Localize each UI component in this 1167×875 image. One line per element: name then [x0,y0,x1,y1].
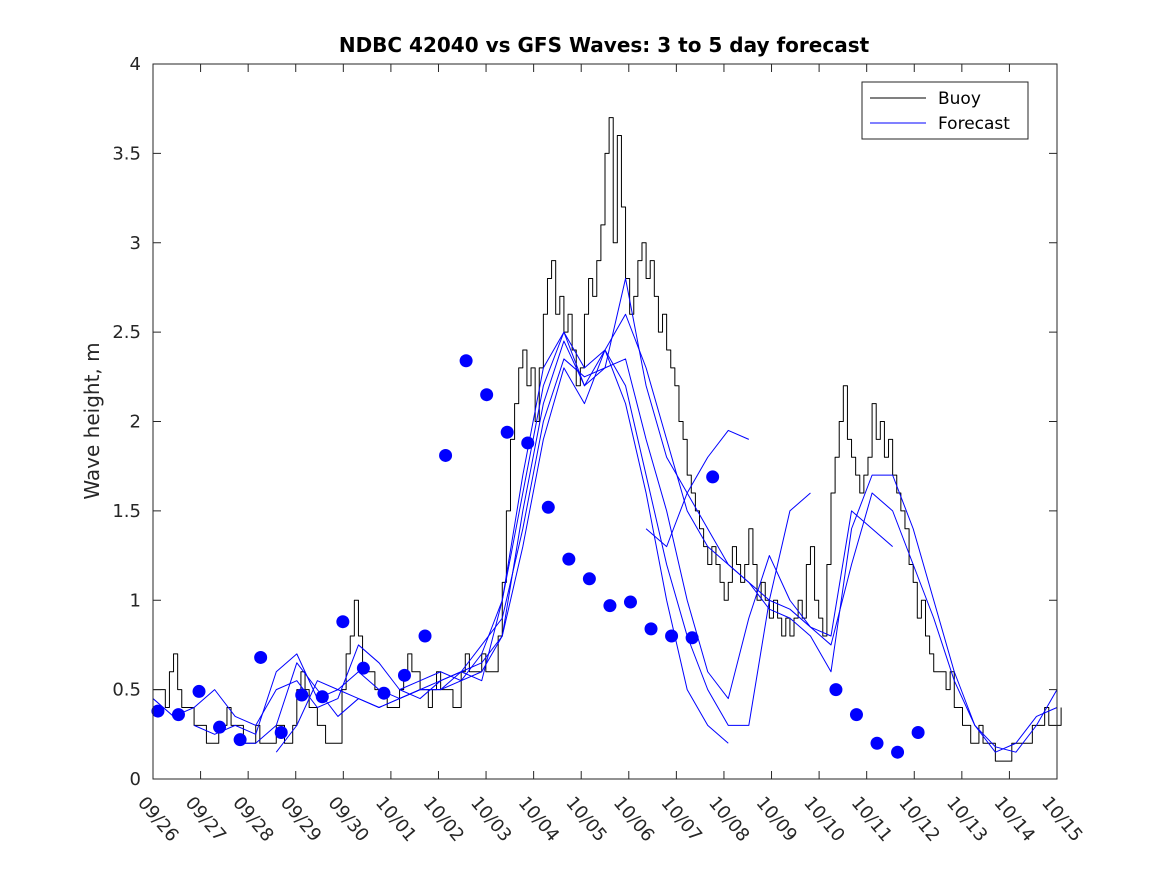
forecast-point [623,595,637,609]
series-layer [152,117,1062,762]
chart-title: NDBC 42040 vs GFS Waves: 3 to 5 day fore… [339,33,870,57]
y-tick-label: 0.5 [112,680,141,701]
forecast-point [356,661,370,675]
forecast-point [213,720,227,734]
forecast-point [480,388,494,402]
legend-label-buoy: Buoy [938,89,981,109]
forecast-point [911,726,925,740]
forecast-point [315,690,329,704]
forecast-point [829,683,843,697]
y-tick-label: 2.5 [112,322,141,343]
forecast-point [171,708,185,722]
forecast-point [439,448,453,462]
forecast-point [377,686,391,700]
forecast-point [706,470,720,484]
y-tick-label: 2 [130,412,141,433]
forecast-point [254,650,268,664]
forecast-series-line [275,313,1058,753]
forecast-point [685,631,699,645]
forecast-series-line [152,331,729,744]
y-tick-label: 3 [130,233,141,254]
legend-box [861,81,1029,140]
y-axis: 0 0.5 1 1.5 2 2.5 3 3.5 4 [112,54,1057,790]
forecast-point [541,500,555,514]
forecast-point [521,436,535,450]
y-tick-label: 1.5 [112,501,141,522]
forecast-point [562,552,576,566]
legend-label-forecast: Forecast [938,114,1010,134]
forecast-point [891,745,905,759]
forecast-point [418,629,432,643]
forecast-point [233,733,247,747]
buoy-series-line [153,117,1062,762]
forecast-point [849,708,863,722]
forecast-point [500,425,514,439]
forecast-point [603,599,617,613]
forecast-point [274,726,288,740]
y-axis-label: Wave height, m [80,342,104,499]
y-tick-label: 3.5 [112,143,141,164]
marker-layer [151,354,925,759]
forecast-series-line [645,429,750,548]
forecast-point [151,704,165,718]
forecast-point [644,622,658,636]
forecast-series-line [235,358,893,744]
forecast-point [459,354,473,368]
y-tick-label: 1 [130,590,141,611]
y-tick-label: 4 [130,54,141,75]
forecast-point [336,615,350,629]
forecast-point [582,572,596,586]
forecast-point [295,688,309,702]
legend: Buoy Forecast [861,81,1029,140]
forecast-series-line [399,278,1058,753]
forecast-point [192,684,206,698]
y-tick-label: 0 [130,769,141,790]
forecast-point [870,736,884,750]
forecast-point [665,629,679,643]
forecast-point [397,668,411,682]
